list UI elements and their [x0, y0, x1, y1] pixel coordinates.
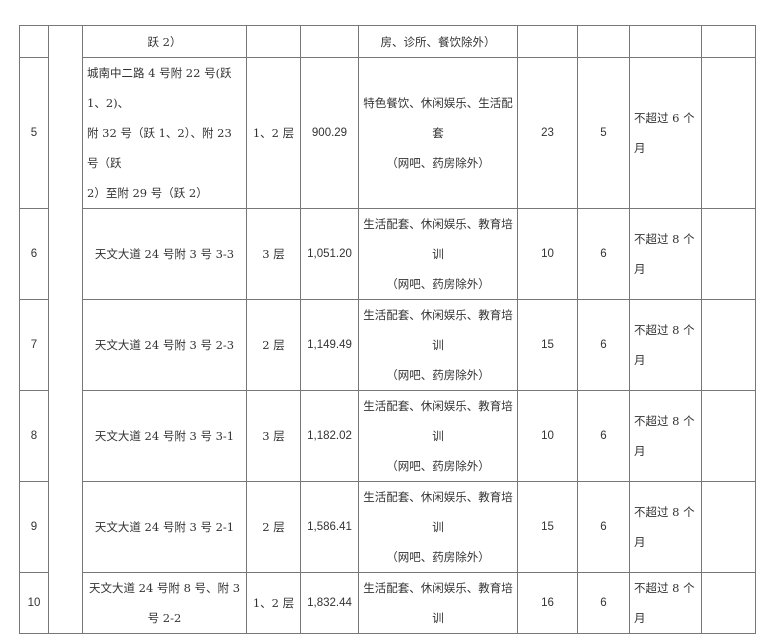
- address-cell: 天文大道 24 号附 8 号、附 3 号 2-2: [82, 572, 247, 634]
- table-row: 8 天文大道 24 号附 3 号 3-1 3 层 1,182.02 生活配套、休闲娱乐、…: [19, 390, 756, 482]
- remark-cell: [701, 481, 756, 573]
- address-cell-line: 城南中二路 4 号附 22 号(跃 1、2)、: [87, 66, 232, 110]
- use-cell: 房、诊所、餐饮除外）: [358, 25, 518, 58]
- count-cell: 10: [517, 390, 578, 482]
- area-cell: 1,586.41: [300, 481, 359, 573]
- address-cell-line: 天文大道 24 号附 3 号 2-3: [94, 338, 235, 352]
- address-cell: 天文大道 24 号附 3 号 2-3: [82, 299, 247, 391]
- remark-cell: [701, 57, 756, 209]
- address-cell: 城南中二路 4 号附 22 号(跃 1、2)、附 32 号（跃 1、2）、附 2…: [82, 57, 247, 209]
- floor-cell: 3 层: [246, 390, 301, 482]
- use-cell-line: 特色餐饮、休闲娱乐、生活配套: [363, 96, 513, 140]
- row-index: 5: [19, 57, 49, 209]
- area-cell: 1,832.44: [300, 572, 359, 634]
- address-cell: 天文大道 24 号附 3 号 2-1: [82, 481, 247, 573]
- years-cell: 6: [577, 299, 630, 391]
- table-row: 10 天文大道 24 号附 8 号、附 3 号 2-2 1、2 层 1,832.44 生…: [19, 572, 756, 634]
- use-cell-line: （网吧、药房除外）: [386, 156, 490, 170]
- table-row: 5 城南中二路 4 号附 22 号(跃 1、2)、附 32 号（跃 1、2）、附 …: [19, 57, 756, 209]
- address-cell: 天文大道 24 号附 3 号 3-1: [82, 390, 247, 482]
- row-index: 8: [19, 390, 49, 482]
- count-cell: 23: [517, 57, 578, 209]
- term-cell: 不超过 8 个月: [629, 299, 702, 391]
- use-cell-line: 生活配套、休闲娱乐、教育培训: [363, 581, 513, 625]
- use-cell: 生活配套、休闲娱乐、教育培训: [358, 572, 518, 634]
- address-cell: 跃 2）: [82, 25, 247, 58]
- remark-cell: [701, 572, 756, 634]
- term-cell: 不超过 8 个月: [629, 481, 702, 573]
- use-cell-line: （网吧、药房除外）: [386, 550, 490, 564]
- use-cell-line: 房、诊所、餐饮除外）: [380, 34, 496, 49]
- table-row: 跃 2） 房、诊所、餐饮除外）: [19, 25, 756, 634]
- term-cell: [629, 25, 702, 58]
- address-cell-line: 跃 2）: [147, 34, 182, 49]
- use-cell-line: 生活配套、休闲娱乐、教育培训: [363, 399, 513, 443]
- row-index: [19, 25, 49, 58]
- address-cell-line: 附 32 号（跃 1、2）、附 23 号（跃: [87, 126, 232, 170]
- merged-category-cell: [48, 25, 83, 634]
- address-cell-line: 2）至附 29 号（跃 2）: [87, 186, 208, 200]
- use-cell: 生活配套、休闲娱乐、教育培训 （网吧、药房除外）: [358, 299, 518, 391]
- area-cell: [300, 25, 359, 58]
- area-cell: 1,182.02: [300, 390, 359, 482]
- use-cell-line: （网吧、药房除外）: [386, 459, 490, 473]
- count-cell: 16: [517, 572, 578, 634]
- count-cell: 15: [517, 299, 578, 391]
- address-cell: 天文大道 24 号附 3 号 3-3: [82, 208, 247, 300]
- term-cell: 不超过 6 个月: [629, 57, 702, 209]
- years-cell: 6: [577, 208, 630, 300]
- count-cell: [517, 25, 578, 58]
- use-cell-line: （网吧、药房除外）: [386, 368, 490, 382]
- floor-cell: 1、2 层: [246, 572, 301, 634]
- area-cell: 900.29: [300, 57, 359, 209]
- use-cell-line: 生活配套、休闲娱乐、教育培训: [363, 217, 513, 261]
- table-row: 9 天文大道 24 号附 3 号 2-1 2 层 1,586.41 生活配套、休闲娱乐、…: [19, 481, 756, 573]
- address-cell-line: 天文大道 24 号附 3 号 3-3: [94, 247, 235, 261]
- row-index: 7: [19, 299, 49, 391]
- remark-cell: [701, 299, 756, 391]
- use-cell: 特色餐饮、休闲娱乐、生活配套 （网吧、药房除外）: [358, 57, 518, 209]
- area-cell: 1,149.49: [300, 299, 359, 391]
- floor-cell: [246, 25, 301, 58]
- address-cell-line: 天文大道 24 号附 3 号 3-1: [94, 429, 235, 443]
- row-index: 9: [19, 481, 49, 573]
- remark-cell: [701, 208, 756, 300]
- use-cell: 生活配套、休闲娱乐、教育培训 （网吧、药房除外）: [358, 481, 518, 573]
- term-cell: 不超过 8 个月: [629, 572, 702, 634]
- count-cell: 10: [517, 208, 578, 300]
- remark-cell: [701, 390, 756, 482]
- table-row: 6 天文大道 24 号附 3 号 3-3 3 层 1,051.20 生活配套、休闲娱乐、…: [19, 208, 756, 300]
- address-cell-line: 天文大道 24 号附 8 号、附 3 号 2-2: [88, 581, 241, 625]
- property-table: 跃 2） 房、诊所、餐饮除外） 5 城南中二路 4 号附 22 号(跃 1、2)、附 …: [19, 25, 756, 634]
- floor-cell: 2 层: [246, 481, 301, 573]
- remark-cell: [701, 25, 756, 58]
- use-cell-line: 生活配套、休闲娱乐、教育培训: [363, 490, 513, 534]
- use-cell: 生活配套、休闲娱乐、教育培训 （网吧、药房除外）: [358, 208, 518, 300]
- area-cell: 1,051.20: [300, 208, 359, 300]
- address-cell-line: 天文大道 24 号附 3 号 2-1: [94, 520, 235, 534]
- table-row: 7 天文大道 24 号附 3 号 2-3 2 层 1,149.49 生活配套、休闲娱乐、…: [19, 299, 756, 391]
- years-cell: 6: [577, 390, 630, 482]
- floor-cell: 1、2 层: [246, 57, 301, 209]
- years-cell: 6: [577, 572, 630, 634]
- term-cell: 不超过 8 个月: [629, 390, 702, 482]
- years-cell: 6: [577, 481, 630, 573]
- term-cell: 不超过 8 个月: [629, 208, 702, 300]
- use-cell: 生活配套、休闲娱乐、教育培训 （网吧、药房除外）: [358, 390, 518, 482]
- use-cell-line: （网吧、药房除外）: [386, 277, 490, 291]
- row-index: 6: [19, 208, 49, 300]
- floor-cell: 3 层: [246, 208, 301, 300]
- row-index: 10: [19, 572, 49, 634]
- count-cell: 15: [517, 481, 578, 573]
- years-cell: [577, 25, 630, 58]
- years-cell: 5: [577, 57, 630, 209]
- floor-cell: 2 层: [246, 299, 301, 391]
- use-cell-line: 生活配套、休闲娱乐、教育培训: [363, 308, 513, 352]
